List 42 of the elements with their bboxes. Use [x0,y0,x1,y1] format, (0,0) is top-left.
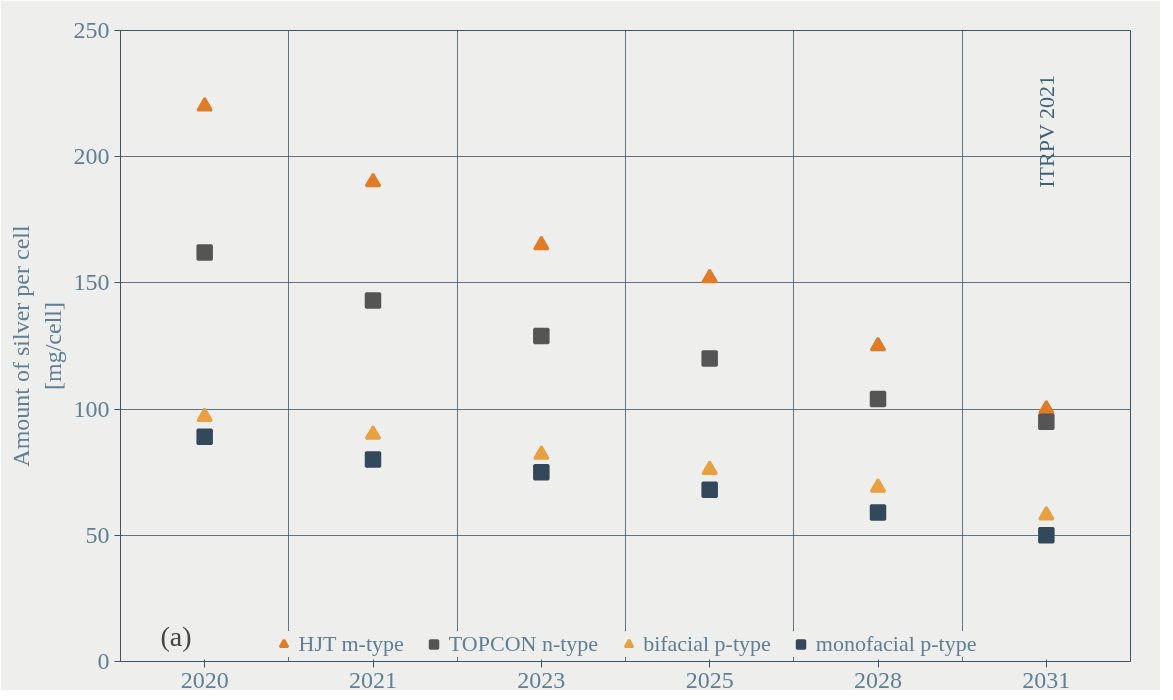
point [533,445,550,460]
point [364,451,382,468]
point [364,172,382,188]
x-tick-label: 2021 [349,666,397,693]
legend-label: HJT m-type [298,631,404,657]
x-tick-label: 2025 [685,666,734,693]
y-axis-title: Amount of silver per cell [mg/cell] [8,225,66,467]
y-tick-label: 50 [85,521,110,548]
x-tick-label: 2020 [180,666,229,693]
point [701,350,718,367]
point [533,235,550,251]
point [533,463,550,481]
point [196,407,213,422]
point [196,96,213,112]
point [196,428,213,446]
point [364,425,382,440]
point [196,244,213,261]
y-tick-label: 200 [73,143,110,170]
point [1038,413,1055,430]
point [869,504,887,521]
annotation: (a) [160,620,192,652]
y-tick-label: 150 [73,269,110,296]
point [1038,527,1055,544]
y-tick-label: 250 [73,17,110,43]
point [533,327,550,345]
point [1038,505,1055,521]
x-tick-label: 2023 [517,666,566,693]
point [701,268,718,284]
y-tick-label: 100 [73,395,110,422]
y-tick-label: 0 [97,648,110,674]
point [701,460,718,475]
point [364,292,382,309]
point [869,336,887,352]
x-tick-label: 2031 [1022,666,1071,693]
point [701,481,718,499]
annotation: ITRPV 2021 [1033,75,1059,188]
point [869,390,887,408]
legend-label: bifacial p-type [643,631,771,657]
legend-label: monofacial p-type [815,631,977,657]
point [869,478,887,493]
x-tick-label: 2028 [854,666,902,693]
legend-label: TOPCON n-type [448,631,599,657]
